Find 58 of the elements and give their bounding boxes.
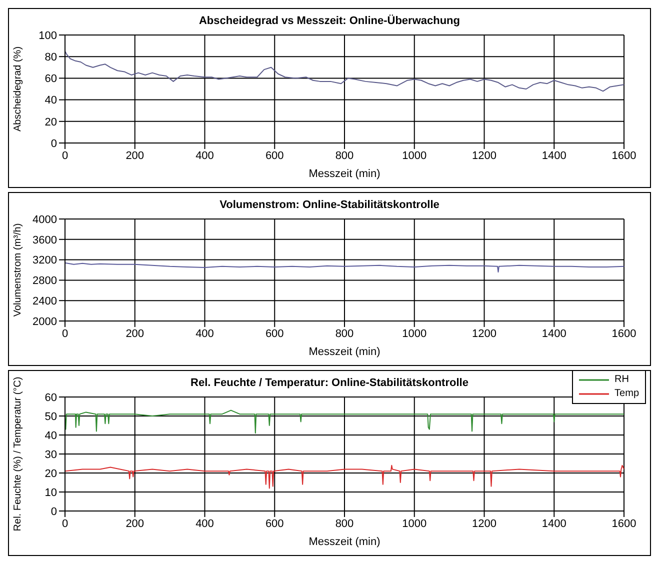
y-tick-label: 20 bbox=[44, 468, 57, 480]
y-tick-label: 2800 bbox=[32, 275, 57, 288]
x-tick-label: 1200 bbox=[472, 518, 496, 530]
legend-label: Temp bbox=[614, 387, 639, 401]
x-tick-label: 1600 bbox=[612, 328, 636, 340]
y-tick-label: 50 bbox=[44, 410, 57, 423]
x-tick-label: 600 bbox=[265, 328, 284, 340]
x-tick-label: 0 bbox=[62, 328, 68, 340]
y-tick-label: 40 bbox=[44, 94, 57, 107]
x-axis-title: Messzeit (min) bbox=[308, 536, 380, 548]
y-tick-label: 0 bbox=[50, 506, 57, 518]
x-tick-label: 1400 bbox=[542, 518, 566, 530]
y-tick-label: 40 bbox=[44, 430, 57, 442]
y-tick-label: 3600 bbox=[32, 234, 57, 246]
x-tick-label: 1200 bbox=[472, 150, 496, 162]
x-tick-label: 1200 bbox=[472, 328, 496, 340]
y-tick-label: 60 bbox=[44, 392, 57, 404]
chart-title: Abscheidegrad vs Messzeit: Online-Überwachung bbox=[198, 15, 461, 27]
chart-title: Volumenstrom: Online-Stabilitätskontrolle bbox=[218, 199, 440, 211]
x-tick-label: 1000 bbox=[402, 328, 427, 340]
x-tick-label: 800 bbox=[335, 518, 354, 530]
x-tick-label: 1400 bbox=[542, 328, 566, 340]
y-axis-title: Abscheidegrad (%) bbox=[12, 46, 24, 132]
x-tick-label: 0 bbox=[62, 518, 68, 530]
y-tick-label: 100 bbox=[38, 30, 57, 42]
y-axis-title: Rel. Feuchte (%) / Temperatur (°C) bbox=[12, 376, 24, 532]
x-tick-label: 200 bbox=[126, 150, 144, 162]
x-tick-label: 1600 bbox=[612, 518, 636, 530]
y-tick-label: 4000 bbox=[32, 214, 57, 226]
legend-label: RH bbox=[614, 373, 629, 387]
chart-title: Rel. Feuchte / Temperatur: Online-Stabilitätskontrolle bbox=[190, 377, 468, 389]
x-tick-label: 800 bbox=[335, 150, 354, 162]
y-tick-label: 10 bbox=[44, 486, 57, 499]
y-tick-label: 60 bbox=[44, 73, 57, 86]
y-tick-label: 30 bbox=[44, 448, 57, 461]
x-tick-label: 800 bbox=[335, 328, 354, 340]
x-axis-title: Messzeit (min) bbox=[308, 168, 380, 180]
x-tick-label: 200 bbox=[126, 518, 144, 530]
x-tick-label: 1000 bbox=[402, 150, 427, 162]
y-tick-label: 80 bbox=[44, 52, 57, 64]
x-tick-label: 600 bbox=[265, 150, 284, 162]
y-tick-label: 20 bbox=[44, 116, 57, 128]
y-tick-label: 3200 bbox=[32, 254, 57, 267]
x-tick-label: 0 bbox=[62, 150, 68, 162]
x-tick-label: 600 bbox=[265, 518, 284, 530]
y-tick-label: 2400 bbox=[32, 296, 57, 308]
x-axis-title: Messzeit (min) bbox=[308, 346, 380, 358]
x-tick-label: 200 bbox=[126, 328, 144, 340]
line-series bbox=[65, 262, 624, 273]
y-tick-label: 2000 bbox=[32, 316, 57, 328]
y-axis-title: Volumenstrom (m³/h) bbox=[12, 223, 24, 317]
x-tick-label: 400 bbox=[196, 328, 214, 340]
x-tick-label: 1600 bbox=[612, 150, 636, 162]
y-tick-label: 0 bbox=[50, 138, 57, 150]
x-tick-label: 1400 bbox=[542, 150, 566, 162]
x-tick-label: 1000 bbox=[402, 518, 427, 530]
x-tick-label: 400 bbox=[196, 518, 214, 530]
x-tick-label: 400 bbox=[196, 150, 214, 162]
